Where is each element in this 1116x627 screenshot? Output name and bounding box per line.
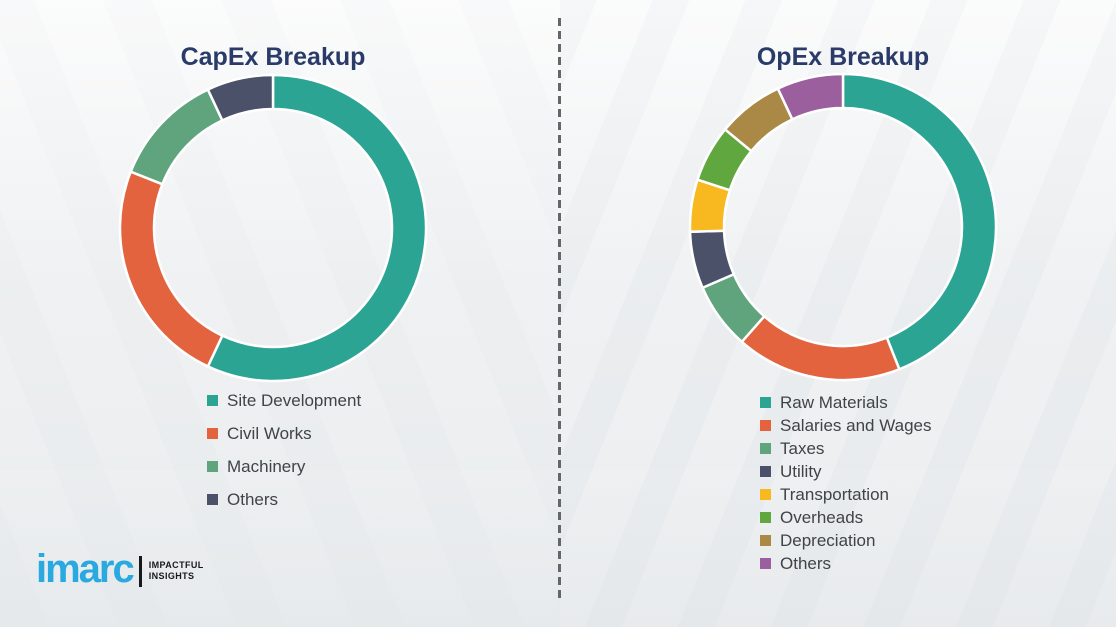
opex-legend: Raw Materials Salaries and Wages Taxes Util… xyxy=(760,393,932,577)
imarc-logo-wordmark: imarc xyxy=(36,547,135,591)
legend-label-taxes: Taxes xyxy=(780,439,825,458)
donut-segment-salaries-and-wages xyxy=(740,315,901,382)
legend-item-salaries-and-wages: Salaries and Wages xyxy=(760,416,932,435)
legend-swatch-transportation xyxy=(760,489,771,500)
legend-label-site-development: Site Development xyxy=(227,391,362,410)
imarc-logo-divider-bar xyxy=(138,555,142,587)
donut-segment-machinery xyxy=(129,88,224,186)
legend-item-others: Others xyxy=(207,490,361,509)
legend-item-utility: Utility xyxy=(760,462,932,481)
capex-chart-title: CapEx Breakup xyxy=(180,42,366,71)
legend-swatch-taxes xyxy=(760,443,771,454)
legend-label-others: Others xyxy=(227,490,279,509)
legend-label-machinery: Machinery xyxy=(227,457,306,476)
legend-swatch-utility xyxy=(760,466,771,477)
legend-label-salaries-and-wages: Salaries and Wages xyxy=(780,416,932,435)
legend-label-others: Others xyxy=(780,554,832,573)
legend-swatch-site-development xyxy=(207,395,218,406)
imarc-tagline-line2: INSIGHTS xyxy=(148,571,195,581)
divider-dashed-line xyxy=(558,18,561,603)
imarc-logo: imarc IMPACTFUL INSIGHTS xyxy=(36,547,204,591)
legend-item-civil-works: Civil Works xyxy=(207,424,361,443)
legend-item-depreciation: Depreciation xyxy=(760,531,932,550)
legend-swatch-depreciation xyxy=(760,535,771,546)
donut-segment-civil-works xyxy=(118,170,224,368)
capex-legend: Site Development Civil Works Machinery Othe… xyxy=(207,391,361,523)
legend-swatch-others xyxy=(207,494,218,505)
imarc-tagline-line1: IMPACTFUL xyxy=(148,560,204,571)
donut-segment-others xyxy=(776,72,845,121)
legend-item-raw-materials: Raw Materials xyxy=(760,393,932,412)
legend-swatch-raw-materials xyxy=(760,397,771,408)
legend-label-utility: Utility xyxy=(780,462,822,481)
legend-label-transportation: Transportation xyxy=(780,485,889,504)
legend-swatch-machinery xyxy=(207,461,218,472)
opex-donut-chart xyxy=(688,72,998,382)
legend-item-overheads: Overheads xyxy=(760,508,932,527)
legend-item-transportation: Transportation xyxy=(760,485,932,504)
donut-segment-raw-materials xyxy=(841,72,998,371)
legend-item-taxes: Taxes xyxy=(760,439,932,458)
legend-item-others: Others xyxy=(760,554,932,573)
legend-swatch-others xyxy=(760,558,771,569)
legend-swatch-overheads xyxy=(760,512,771,523)
donut-segment-site-development xyxy=(206,73,428,383)
opex-chart-title: OpEx Breakup xyxy=(756,42,930,71)
legend-label-overheads: Overheads xyxy=(780,508,864,527)
imarc-logo-tagline: IMPACTFUL INSIGHTS xyxy=(149,560,204,582)
legend-item-machinery: Machinery xyxy=(207,457,361,476)
legend-label-depreciation: Depreciation xyxy=(780,531,876,550)
legend-item-site-development: Site Development xyxy=(207,391,361,410)
capex-donut-chart xyxy=(118,73,428,383)
donut-segment-others xyxy=(206,73,275,122)
legend-swatch-salaries-and-wages xyxy=(760,420,771,431)
legend-swatch-civil-works xyxy=(207,428,218,439)
legend-label-civil-works: Civil Works xyxy=(227,424,312,443)
legend-label-raw-materials: Raw Materials xyxy=(780,393,888,412)
